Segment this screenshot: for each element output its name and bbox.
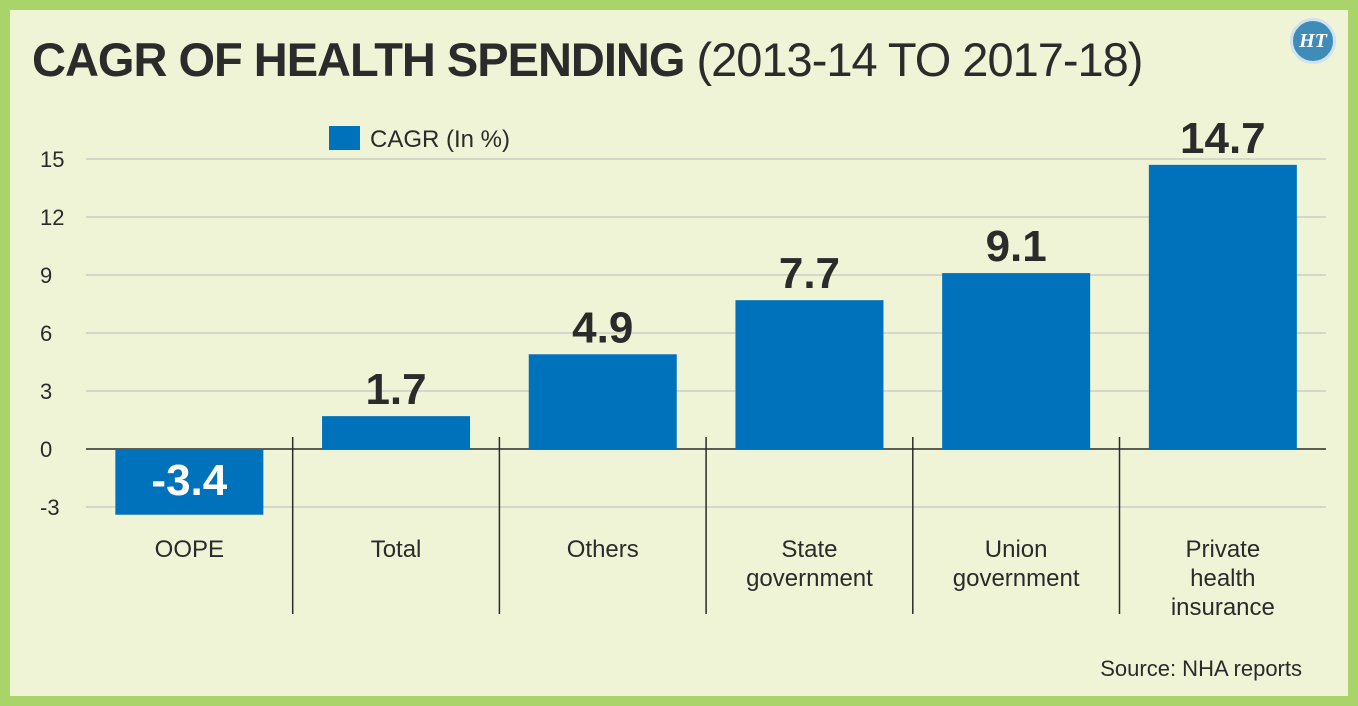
y-tick-label: -3 — [40, 495, 60, 520]
source-note: Source: NHA reports — [1100, 656, 1302, 681]
chart-panel — [10, 10, 1348, 696]
category-label: Union — [985, 536, 1048, 563]
category-separators — [291, 437, 1121, 614]
bar — [735, 300, 884, 449]
category-label: Total — [371, 536, 422, 563]
chart-title: CAGR OF HEALTH SPENDING (2013-14 TO 2017… — [32, 30, 1143, 90]
category-label: Private — [1185, 536, 1260, 563]
category-label: health — [1190, 565, 1255, 592]
legend-label: CAGR (In %) — [370, 126, 510, 153]
data-label: 4.9 — [572, 303, 633, 352]
bar — [942, 273, 1091, 449]
data-label: 9.1 — [986, 222, 1047, 271]
y-tick-label: 9 — [40, 263, 52, 288]
y-tick-label: 6 — [40, 321, 52, 346]
category-label: government — [746, 565, 873, 592]
bar — [322, 416, 471, 449]
y-tick-label: 15 — [40, 147, 64, 172]
legend: CAGR (In %) — [329, 126, 510, 153]
category-label: government — [953, 565, 1080, 592]
title-subtitle: (2013-14 TO 2017-18) — [696, 33, 1143, 86]
title-main: CAGR OF HEALTH SPENDING — [32, 33, 685, 86]
y-tick-label: 12 — [40, 205, 64, 230]
category-label: OOPE — [155, 536, 224, 563]
data-labels: -3.4 1.7 4.9 7.7 9.1 14.7 — [151, 114, 1265, 505]
bar — [115, 449, 264, 515]
bar — [1148, 164, 1297, 449]
ht-logo-icon: HT — [1290, 18, 1336, 64]
category-label: Others — [567, 536, 639, 563]
bar — [528, 354, 677, 449]
y-tick-label: 0 — [40, 437, 52, 462]
data-label: 1.7 — [365, 365, 426, 414]
x-axis-categories: OOPE Total Others StategovernmentUniongover… — [155, 536, 1275, 621]
legend-swatch — [329, 126, 360, 150]
data-label: -3.4 — [151, 456, 227, 505]
category-label: insurance — [1171, 594, 1275, 621]
bars — [115, 164, 1297, 515]
category-label: State — [781, 536, 837, 563]
y-tick-label: 3 — [40, 379, 52, 404]
data-label: 14.7 — [1180, 114, 1266, 163]
data-label: 7.7 — [779, 249, 840, 298]
y-axis-ticks: 15 12 9 6 3 0 -3 — [40, 147, 64, 520]
